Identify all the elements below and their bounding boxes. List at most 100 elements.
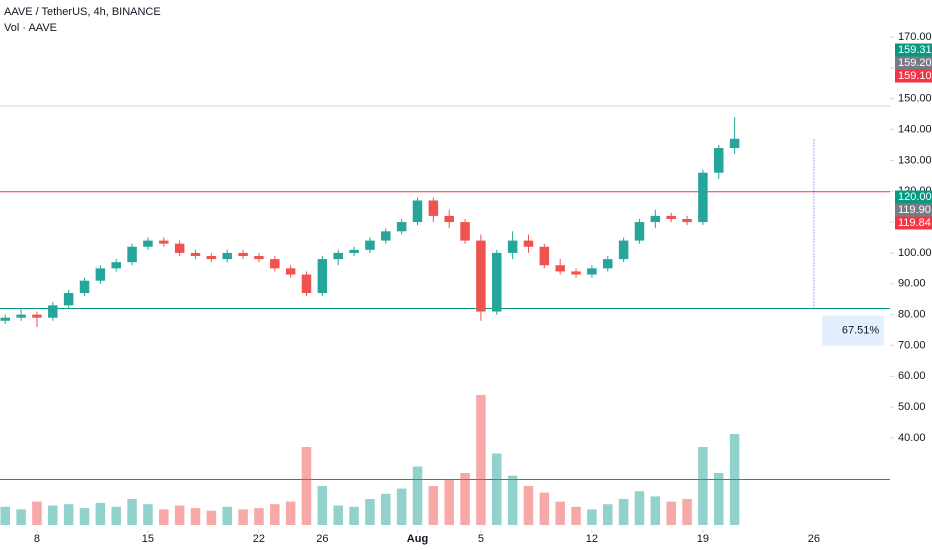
volume-bar bbox=[396, 488, 407, 525]
volume-bar bbox=[428, 486, 439, 525]
volume-bar bbox=[270, 504, 280, 525]
y-tick-label: 100.00 bbox=[898, 247, 932, 259]
volume-bar bbox=[603, 504, 613, 525]
volume-bar bbox=[143, 504, 153, 525]
y-tick-label: 40.00 bbox=[898, 432, 926, 444]
candle-body bbox=[254, 256, 264, 260]
volume-bar bbox=[618, 499, 629, 525]
candle-body bbox=[682, 218, 692, 223]
price-label: 159.31 bbox=[898, 44, 932, 56]
volume-bar bbox=[587, 509, 597, 525]
price-label: 159.10 bbox=[898, 70, 932, 82]
price-label-box bbox=[895, 203, 932, 217]
candle-body bbox=[16, 314, 26, 318]
price-label: 119.90 bbox=[898, 204, 931, 216]
volume-bar bbox=[111, 506, 121, 525]
volume-bar bbox=[682, 499, 692, 525]
x-tick-label: Aug bbox=[407, 533, 428, 545]
y-tick-label: 170.00 bbox=[898, 31, 932, 43]
y-tick-label: 50.00 bbox=[898, 401, 926, 413]
candle-body bbox=[618, 240, 629, 260]
candle-body bbox=[555, 265, 565, 272]
candle-body bbox=[603, 259, 613, 269]
x-tick-label: 15 bbox=[142, 533, 154, 545]
candle-body bbox=[365, 240, 375, 250]
volume-bar bbox=[222, 506, 232, 525]
y-tick-label: 140.00 bbox=[898, 123, 932, 135]
y-tick-label: 80.00 bbox=[898, 309, 926, 321]
candle-body bbox=[587, 268, 597, 275]
candle-body bbox=[444, 215, 454, 223]
volume-bar bbox=[48, 505, 58, 525]
candle-body bbox=[523, 240, 534, 247]
candle-body bbox=[492, 252, 502, 312]
volume-bar bbox=[523, 486, 534, 525]
candle-body bbox=[238, 252, 248, 257]
candle-body bbox=[349, 249, 359, 253]
y-tick-label: 130.00 bbox=[898, 154, 932, 166]
volume-bar bbox=[127, 499, 137, 525]
candle-body bbox=[301, 274, 312, 294]
volume-bar bbox=[507, 475, 518, 525]
price-label-box bbox=[895, 190, 932, 204]
measure-label: 67.51% bbox=[842, 324, 880, 336]
volume-bar bbox=[301, 447, 312, 525]
price-label-box bbox=[895, 216, 932, 230]
price-label-box bbox=[895, 43, 932, 57]
x-tick-label: 8 bbox=[34, 533, 40, 545]
x-tick-label: 19 bbox=[697, 533, 709, 545]
candle-body bbox=[317, 259, 328, 294]
volume-bar bbox=[317, 486, 328, 525]
volume-bar bbox=[539, 492, 550, 525]
candle-body bbox=[285, 268, 296, 275]
volume-bar bbox=[412, 466, 423, 525]
volume-bar bbox=[0, 506, 10, 525]
volume-bar bbox=[254, 508, 264, 525]
volume-title: Vol · AAVE bbox=[4, 22, 57, 34]
volume-bar bbox=[79, 508, 90, 525]
candle-body bbox=[95, 268, 106, 281]
measure-box bbox=[821, 315, 884, 346]
volume-bar bbox=[32, 501, 42, 525]
candle-body bbox=[206, 256, 217, 260]
y-tick-label: 150.00 bbox=[898, 93, 932, 105]
candle-body bbox=[333, 252, 343, 260]
candle-body bbox=[159, 240, 169, 244]
volume-bar bbox=[95, 502, 106, 525]
candle-body bbox=[396, 222, 407, 232]
price-label: 159.20 bbox=[898, 57, 932, 69]
candle-body bbox=[222, 252, 232, 260]
candle-body bbox=[63, 293, 74, 306]
candle-body bbox=[270, 259, 280, 269]
volume-bar bbox=[729, 434, 740, 525]
candle-body bbox=[127, 246, 137, 263]
candle-body bbox=[729, 138, 740, 149]
candle-body bbox=[381, 231, 391, 241]
y-tick-label: 70.00 bbox=[898, 339, 926, 351]
candle-body bbox=[428, 200, 439, 216]
candle-body bbox=[190, 252, 201, 257]
volume-bar bbox=[444, 479, 454, 525]
candle-body bbox=[0, 317, 10, 321]
price-label: 120.00 bbox=[898, 191, 932, 203]
volume-bar bbox=[698, 447, 708, 525]
volume-bar bbox=[555, 501, 565, 525]
candle-body bbox=[48, 305, 58, 318]
candle-body bbox=[539, 246, 550, 266]
x-tick-label: 22 bbox=[253, 533, 265, 545]
volume-bar bbox=[349, 506, 359, 525]
x-tick-label: 26 bbox=[316, 533, 328, 545]
price-label-box bbox=[895, 69, 932, 83]
chart-title: AAVE / TetherUS, 4h, BINANCE bbox=[4, 6, 161, 18]
y-tick-label: 60.00 bbox=[898, 370, 926, 382]
candle-body bbox=[143, 240, 153, 247]
candle-body bbox=[111, 262, 121, 269]
volume-bar bbox=[571, 506, 581, 525]
candle-body bbox=[650, 215, 661, 223]
candle-body bbox=[507, 240, 518, 253]
volume-bar bbox=[666, 501, 676, 525]
volume-bar bbox=[174, 505, 185, 525]
volume-bar bbox=[650, 496, 661, 525]
candle-body bbox=[698, 172, 708, 223]
candle-body bbox=[666, 215, 676, 219]
